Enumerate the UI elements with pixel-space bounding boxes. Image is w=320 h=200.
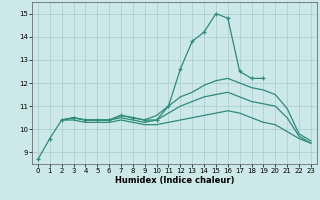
X-axis label: Humidex (Indice chaleur): Humidex (Indice chaleur) [115, 176, 234, 185]
